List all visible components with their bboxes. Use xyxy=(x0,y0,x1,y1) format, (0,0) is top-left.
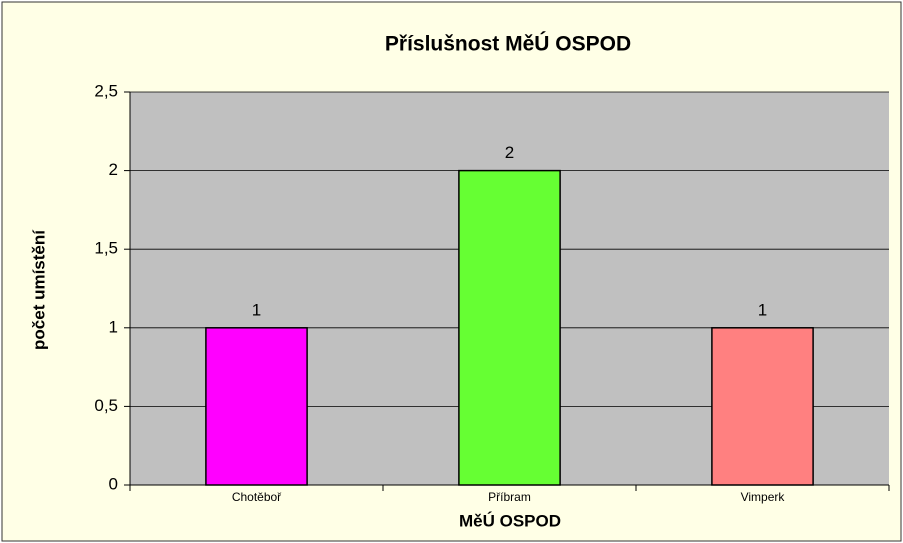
y-tick-label: 2 xyxy=(109,160,118,179)
y-tick-label: 1 xyxy=(109,317,118,336)
x-tick-label: Vimperk xyxy=(741,490,786,504)
x-axis-title: MěÚ OSPOD xyxy=(459,511,561,530)
data-label: 1 xyxy=(252,300,261,319)
x-tick-label: Příbram xyxy=(488,490,531,504)
y-tick-label: 0 xyxy=(109,474,118,493)
bar xyxy=(205,327,308,486)
y-tick-label: 2,5 xyxy=(94,81,118,100)
chart-title: Příslušnost MěÚ OSPOD xyxy=(385,32,631,56)
bar xyxy=(458,169,561,486)
data-label: 1 xyxy=(758,300,767,319)
y-tick-label: 0,5 xyxy=(94,396,118,415)
y-tick-label: 1,5 xyxy=(94,239,118,258)
bar xyxy=(711,327,814,486)
data-label: 2 xyxy=(505,143,514,162)
y-axis-title: počet umístění xyxy=(29,229,48,350)
x-tick-label: Chotěboř xyxy=(232,490,282,504)
